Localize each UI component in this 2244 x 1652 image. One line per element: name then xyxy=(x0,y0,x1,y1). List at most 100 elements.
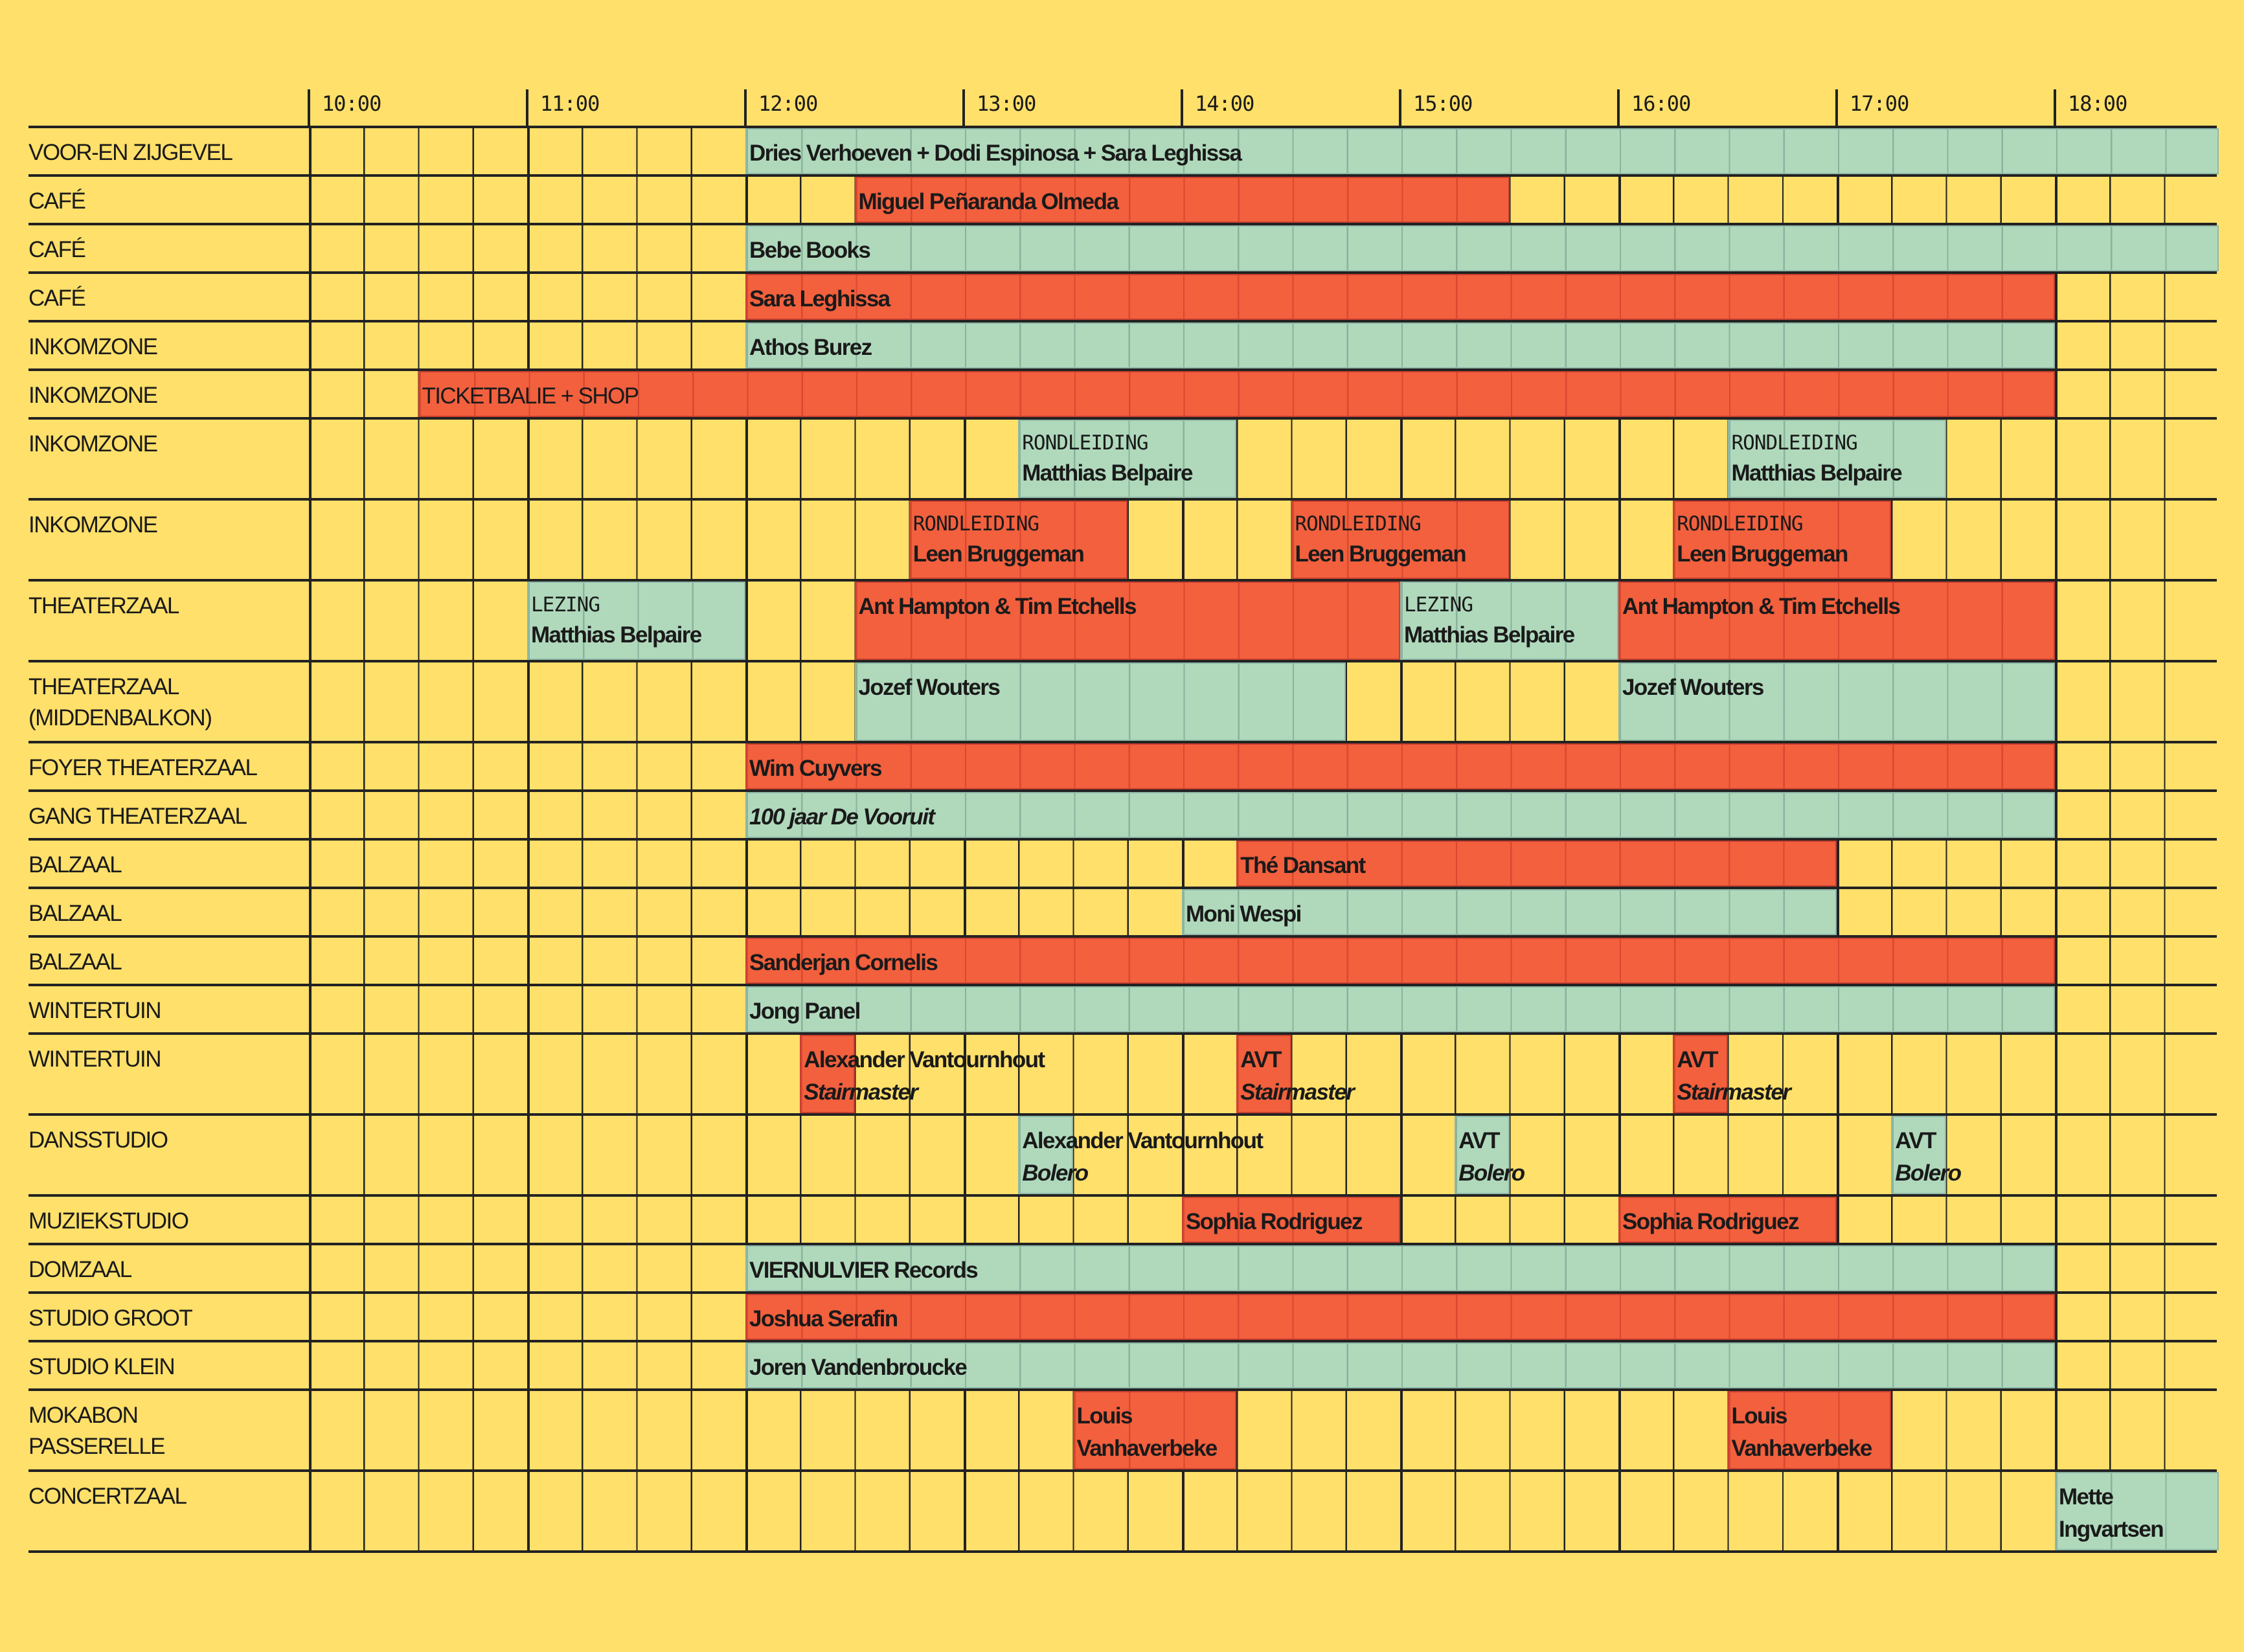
event-title: Athos Burez xyxy=(749,335,872,360)
event-block[interactable]: 100 jaar De Vooruit xyxy=(745,792,2055,838)
schedule-row: MOKABON PASSERELLE Louis Vanhaverbeke Loui… xyxy=(28,1388,2217,1469)
hour-tick-line xyxy=(526,89,528,126)
event-title: Joshua Serafin xyxy=(749,1306,898,1331)
event-title: Matthias Belpaire xyxy=(1022,460,1193,486)
event-title: AVT xyxy=(1458,1128,1500,1153)
event-title: Alexander Vantournhout xyxy=(1022,1128,1264,1153)
event-title: Joren Vandenbroucke xyxy=(749,1355,968,1380)
event-block[interactable]: Sophia Rodriguez xyxy=(1182,1197,1400,1243)
hour-label: 13:00 xyxy=(977,91,1036,116)
room-label: BALZAAL xyxy=(28,852,122,877)
event-block[interactable]: Jozef Wouters xyxy=(1618,662,2055,741)
hour-tick-line xyxy=(2054,89,2056,126)
room-label: MUZIEKSTUDIO xyxy=(28,1208,189,1234)
event-block[interactable]: Alexander Vantournhout Bolero xyxy=(1018,1116,1264,1194)
event-block[interactable]: Louis Vanhaverbeke xyxy=(1072,1391,1237,1469)
hour-tick-line xyxy=(962,89,965,126)
time-grid: VIERNULVIER Records xyxy=(309,1245,2217,1291)
event-block[interactable]: Wim Cuyvers xyxy=(745,743,2055,789)
time-grid: Sanderjan Cornelis xyxy=(309,938,2217,984)
hour-label: 12:00 xyxy=(758,91,818,116)
event-title: Matthias Belpaire xyxy=(1404,622,1575,648)
event-block[interactable]: AVT Bolero xyxy=(1455,1116,1525,1194)
time-grid: RONDLEIDING Matthias Belpaire RONDLEIDING M… xyxy=(309,420,2217,498)
schedule-row: BALZAAL Thé Dansant xyxy=(28,838,2217,887)
event-subtitle: Bolero xyxy=(1022,1160,1089,1186)
schedule-row: WINTERTUIN Jong Panel xyxy=(28,984,2217,1032)
event-block[interactable]: RONDLEIDING Leen Bruggeman xyxy=(909,501,1128,579)
event-block[interactable]: RONDLEIDING Matthias Belpaire xyxy=(1727,420,1946,498)
event-title: Moni Wespi xyxy=(1186,901,1302,927)
room-label: VOOR-EN ZIJGEVEL xyxy=(28,140,233,165)
event-block[interactable]: RONDLEIDING Matthias Belpaire xyxy=(1018,420,1237,498)
room-label: GANG THEATERZAAL xyxy=(28,804,247,829)
time-grid: Thé Dansant xyxy=(309,841,2217,887)
event-title: Jozef Wouters xyxy=(1622,675,1764,700)
hour-label: 16:00 xyxy=(1631,91,1691,116)
event-block[interactable]: Thé Dansant xyxy=(1236,841,1837,887)
event-block[interactable]: AVT Stairmaster xyxy=(1673,1035,1791,1113)
room-label: CAFÉ xyxy=(28,286,86,311)
event-title: Ant Hampton & Tim Etchells xyxy=(1622,594,1901,619)
event-block[interactable]: Jong Panel xyxy=(745,986,2055,1032)
event-block[interactable]: Miguel Peñaranda Olmeda xyxy=(854,177,1510,223)
event-block[interactable]: Dries Verhoeven + Dodi Espinosa + Sara L… xyxy=(745,128,2219,174)
event-title: AVT xyxy=(1240,1047,1282,1072)
event-block[interactable]: Louis Vanhaverbeke xyxy=(1727,1391,1892,1469)
room-label: INKOMZONE xyxy=(28,334,158,359)
hour-label: 18:00 xyxy=(2068,91,2127,116)
event-block[interactable]: Jozef Wouters xyxy=(854,662,1346,741)
room-label: THEATERZAAL (MIDDENBALKON) xyxy=(28,674,212,730)
event-block[interactable]: AVT Stairmaster xyxy=(1236,1035,1355,1113)
event-block[interactable]: Moni Wespi xyxy=(1182,889,1837,935)
event-block[interactable]: Ant Hampton & Tim Etchells xyxy=(854,582,1400,660)
event-title: Louis Vanhaverbeke xyxy=(1076,1403,1218,1461)
event-block[interactable]: AVT Bolero xyxy=(1891,1116,1962,1194)
hour-label: 14:00 xyxy=(1195,91,1254,116)
room-label: DANSSTUDIO xyxy=(28,1127,168,1153)
event-block[interactable]: LEZING Matthias Belpaire xyxy=(527,582,745,660)
event-block[interactable]: Joren Vandenbroucke xyxy=(745,1342,2055,1388)
time-grid: Joren Vandenbroucke xyxy=(309,1342,2217,1388)
schedule-row: THEATERZAAL (MIDDENBALKON) Jozef Wouters J… xyxy=(28,660,2217,741)
event-block[interactable]: Sophia Rodriguez xyxy=(1618,1197,1837,1243)
room-label: FOYER THEATERZAAL xyxy=(28,755,258,780)
room-label: WINTERTUIN xyxy=(28,1047,162,1072)
event-title: Miguel Peñaranda Olmeda xyxy=(858,189,1119,214)
event-block[interactable]: Ant Hampton & Tim Etchells xyxy=(1618,582,2055,660)
event-title: Alexander Vantournhout xyxy=(804,1047,1045,1072)
time-grid: Joshua Serafin xyxy=(309,1294,2217,1340)
event-title: Louis Vanhaverbeke xyxy=(1731,1403,1873,1461)
schedule-row: DOMZAAL VIERNULVIER Records xyxy=(28,1243,2217,1291)
hour-tick-line xyxy=(1181,89,1183,126)
event-block[interactable]: Athos Burez xyxy=(745,322,2055,368)
event-kind: RONDLEIDING xyxy=(1295,512,1422,536)
time-grid: Wim Cuyvers xyxy=(309,743,2217,789)
event-title: Ant Hampton & Tim Etchells xyxy=(858,594,1137,619)
event-block[interactable]: Mette Ingvartsen xyxy=(2055,1472,2219,1550)
event-block[interactable]: RONDLEIDING Leen Bruggeman xyxy=(1291,501,1510,579)
time-grid: 100 jaar De Vooruit xyxy=(309,792,2217,838)
event-subtitle: Bolero xyxy=(1895,1160,1962,1186)
event-block[interactable]: Alexander Vantournhout Stairmaster xyxy=(800,1035,1045,1113)
event-block[interactable]: VIERNULVIER Records xyxy=(745,1245,2055,1291)
time-grid: Alexander Vantournhout Bolero AVT Bolero AVT… xyxy=(309,1116,2217,1194)
event-block[interactable]: TICKETBALIE + SHOP xyxy=(418,371,2055,417)
event-block[interactable]: LEZING Matthias Belpaire xyxy=(1400,582,1618,660)
room-label: CONCERTZAAL xyxy=(28,1484,187,1509)
event-block[interactable]: Sara Leghissa xyxy=(745,274,2055,320)
schedule-row: STUDIO GROOT Joshua Serafin xyxy=(28,1291,2217,1340)
event-block[interactable]: Joshua Serafin xyxy=(745,1294,2055,1340)
room-label: BALZAAL xyxy=(28,901,122,926)
event-block[interactable]: RONDLEIDING Leen Bruggeman xyxy=(1673,501,1892,579)
room-label: BALZAAL xyxy=(28,949,122,975)
event-block[interactable]: Bebe Books xyxy=(745,225,2219,271)
hour-label: 17:00 xyxy=(1850,91,1909,116)
event-title: Sanderjan Cornelis xyxy=(749,950,938,975)
schedule-row: STUDIO KLEIN Joren Vandenbroucke xyxy=(28,1340,2217,1388)
schedule-row: THEATERZAAL LEZING Matthias Belpaire Ant Ha… xyxy=(28,579,2217,660)
event-title: TICKETBALIE + SHOP xyxy=(422,383,640,409)
event-block[interactable]: Sanderjan Cornelis xyxy=(745,938,2055,984)
time-grid: TICKETBALIE + SHOP xyxy=(309,371,2217,417)
hour-label: 15:00 xyxy=(1413,91,1473,116)
